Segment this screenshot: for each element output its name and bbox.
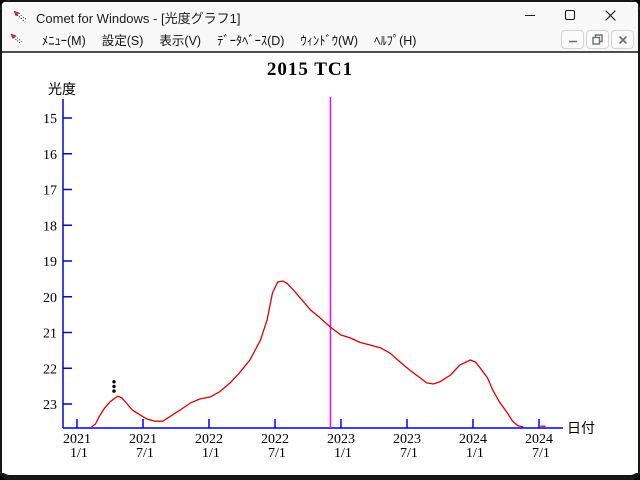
x-tick-label-year: 2023 xyxy=(327,432,355,447)
x-tick-label-day: 1/1 xyxy=(202,446,220,461)
close-icon xyxy=(604,9,616,21)
x-tick-label-day: 7/1 xyxy=(136,446,154,461)
mdi-window-controls xyxy=(561,30,634,49)
chart-title: 2015 TC1 xyxy=(267,59,353,80)
mdi-close-icon xyxy=(618,35,627,44)
y-tick-label: 22 xyxy=(43,362,57,377)
title-bar: Comet for Windows - [光度グラフ1] xyxy=(2,2,638,28)
x-tick-label-year: 2023 xyxy=(393,432,421,447)
observation-point xyxy=(112,380,116,384)
y-tick-label: 21 xyxy=(43,327,57,342)
x-tick-label-year: 2024 xyxy=(525,432,553,447)
mdi-minimize-button[interactable] xyxy=(561,30,584,49)
x-tick-label-year: 2021 xyxy=(129,432,157,447)
mdi-restore-button[interactable] xyxy=(586,30,609,49)
menu-item-help[interactable]: ﾍﾙﾌﾟ(H) xyxy=(374,34,417,48)
y-tick-label: 17 xyxy=(43,184,57,199)
y-tick-label: 16 xyxy=(43,148,57,163)
y-axis-label: 光度 xyxy=(48,82,76,98)
y-tick-label: 23 xyxy=(43,398,57,413)
maximize-icon xyxy=(564,9,576,21)
menu-item-settings[interactable]: 設定(S) xyxy=(101,34,144,48)
y-tick-label: 18 xyxy=(43,219,57,234)
y-tick-label: 20 xyxy=(43,291,57,306)
observation-point xyxy=(112,384,116,389)
chart-client-area: 15 16 17 18 19 20 21 22 23 2021 1/1 2021 7/1 2022 1/1 2… xyxy=(2,53,638,473)
menu-bar: ﾒﾆｭｰ(M) 設定(S) 表示(V) ﾃﾞｰﾀﾍﾞｰｽ(D) ｳｨﾝﾄﾞｳ(W… xyxy=(2,28,638,53)
y-tick-label: 15 xyxy=(43,112,57,127)
x-axis-label: 日付 xyxy=(567,421,595,437)
mdi-close-button[interactable] xyxy=(611,30,634,49)
x-tick-label-day: 1/1 xyxy=(466,446,484,461)
x-tick-label-day: 1/1 xyxy=(334,446,352,461)
x-tick-label-day: 7/1 xyxy=(532,446,550,461)
x-tick-label-day: 7/1 xyxy=(400,446,418,461)
menu-item-window[interactable]: ｳｨﾝﾄﾞｳ(W) xyxy=(300,34,359,48)
y-tick-label: 19 xyxy=(43,255,57,270)
x-tick-label-year: 2022 xyxy=(195,432,223,447)
comet-app-icon xyxy=(13,10,27,23)
light-curve-chart: 15161718192021222320211/120217/120221/12… xyxy=(43,59,595,461)
mdi-restore-icon xyxy=(592,34,603,45)
x-tick-label-year: 2024 xyxy=(459,432,487,447)
window-controls xyxy=(510,2,630,28)
window-title: Comet for Windows - [光度グラフ1] xyxy=(36,11,241,26)
predicted-light-curve xyxy=(91,280,524,428)
chart-window-icon xyxy=(10,33,23,45)
x-tick-label-day: 7/1 xyxy=(268,446,286,461)
minimize-button[interactable] xyxy=(510,2,550,28)
menu-item-view[interactable]: 表示(V) xyxy=(159,34,202,48)
menu-item-menu[interactable]: ﾒﾆｭｰ(M) xyxy=(42,34,86,48)
menu-item-database[interactable]: ﾃﾞｰﾀﾍﾞｰｽ(D) xyxy=(217,34,285,48)
maximize-button[interactable] xyxy=(550,2,590,28)
minimize-icon xyxy=(525,14,535,17)
x-tick-label-year: 2021 xyxy=(63,432,91,447)
x-tick-label-year: 2022 xyxy=(261,432,289,447)
x-tick-label-day: 1/1 xyxy=(70,446,88,461)
close-button[interactable] xyxy=(590,2,630,28)
mdi-minimize-icon xyxy=(568,40,577,42)
observation-point xyxy=(112,389,116,393)
